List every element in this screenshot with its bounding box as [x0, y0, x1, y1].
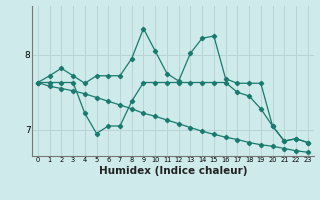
X-axis label: Humidex (Indice chaleur): Humidex (Indice chaleur)	[99, 166, 247, 176]
